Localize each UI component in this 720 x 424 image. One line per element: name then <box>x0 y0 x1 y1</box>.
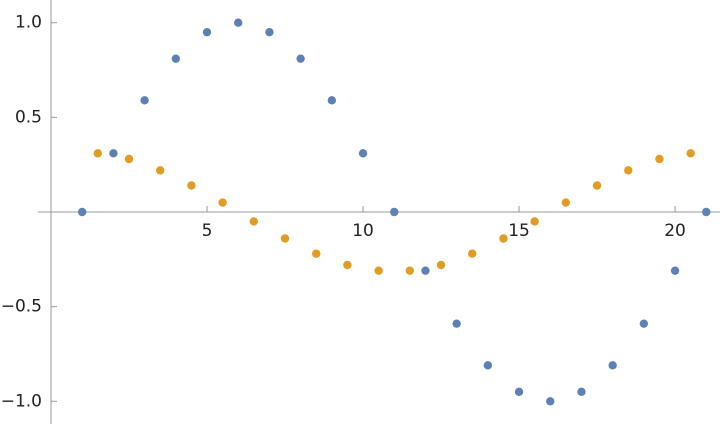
point <box>639 319 649 328</box>
point <box>358 149 368 158</box>
point <box>608 361 617 370</box>
point <box>436 260 446 270</box>
point <box>374 266 383 275</box>
x-tick-label: 15 <box>508 221 530 241</box>
point <box>686 149 695 158</box>
y-tick-label: 0.5 <box>15 107 42 127</box>
point <box>93 149 103 158</box>
point <box>670 266 680 275</box>
point <box>265 27 274 37</box>
point <box>218 198 227 207</box>
point <box>483 361 493 370</box>
point <box>530 217 539 226</box>
point <box>405 266 415 275</box>
point <box>561 198 571 207</box>
point <box>78 207 87 217</box>
x-tick-label: 5 <box>202 221 213 241</box>
point <box>546 397 555 406</box>
point <box>702 207 711 217</box>
point <box>312 249 321 258</box>
point <box>171 54 181 63</box>
y-tick-label: 1.0 <box>15 13 42 33</box>
point <box>124 154 134 164</box>
y-tick-label: −0.5 <box>1 297 42 317</box>
point <box>499 234 508 243</box>
x-tick-label: 10 <box>352 221 374 241</box>
point <box>296 54 305 63</box>
point <box>187 181 196 190</box>
point <box>577 387 586 397</box>
point <box>655 154 664 164</box>
point <box>140 96 149 105</box>
point <box>468 249 477 258</box>
point <box>452 319 461 328</box>
x-tick-label: 20 <box>664 221 686 241</box>
point <box>343 260 352 270</box>
point <box>280 234 290 243</box>
point <box>390 207 399 217</box>
point <box>249 217 259 226</box>
point <box>421 266 430 275</box>
point <box>327 96 337 105</box>
point <box>109 149 118 158</box>
point <box>514 387 524 397</box>
point <box>624 166 633 175</box>
point <box>234 18 243 27</box>
point <box>202 27 212 37</box>
point <box>592 181 602 190</box>
point <box>156 166 165 175</box>
y-tick-label: −1.0 <box>1 391 42 411</box>
